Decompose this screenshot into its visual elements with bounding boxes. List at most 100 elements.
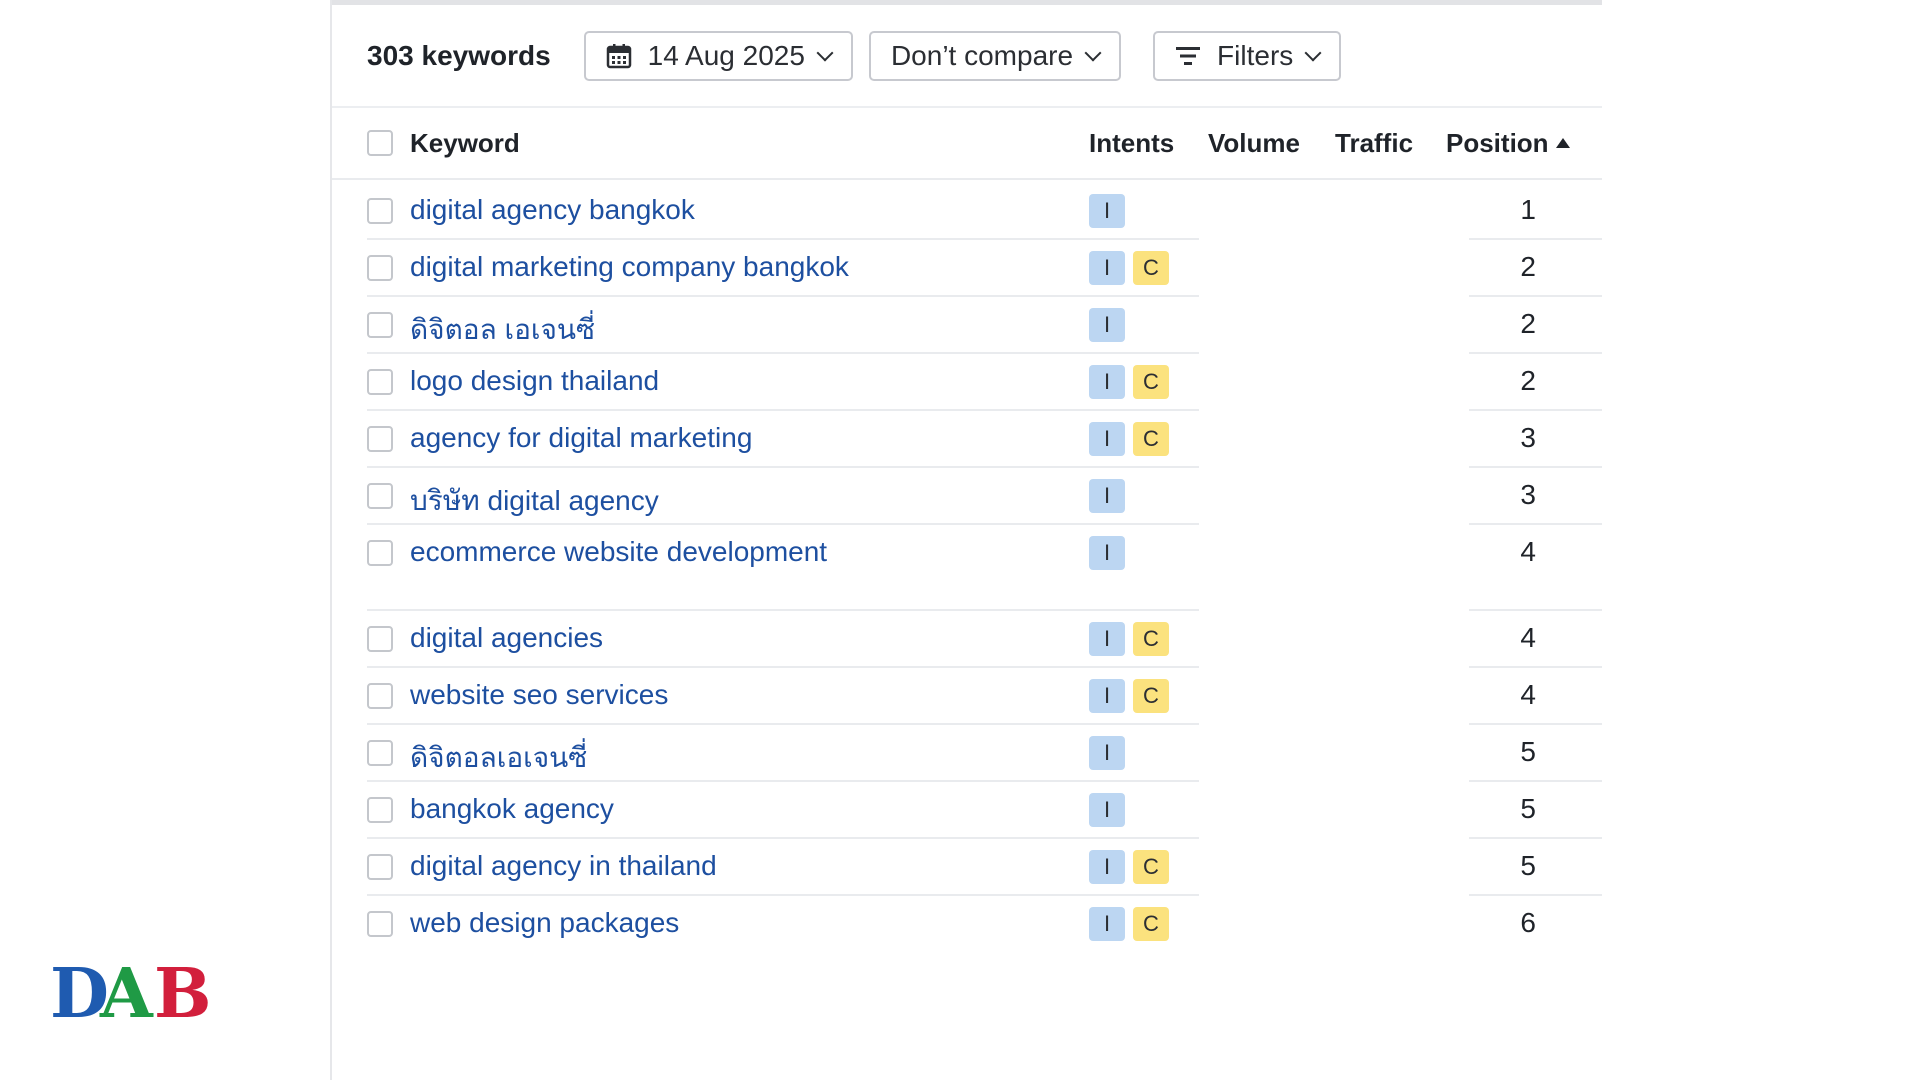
position-value: 4 bbox=[1520, 622, 1536, 653]
row-divider bbox=[367, 666, 1199, 668]
intent-badge-informational: I bbox=[1089, 365, 1125, 399]
row-divider bbox=[1469, 295, 1602, 297]
page-left-border bbox=[330, 0, 332, 1080]
chevron-down-icon bbox=[1084, 44, 1102, 62]
header-traffic[interactable]: Traffic bbox=[1335, 127, 1414, 158]
date-picker-button[interactable]: 14 Aug 2025 bbox=[583, 31, 853, 81]
compare-dropdown[interactable]: Don’t compare bbox=[868, 31, 1122, 81]
logo-letter-b: B bbox=[154, 955, 211, 1025]
header-position[interactable]: Position bbox=[1446, 108, 1571, 178]
intent-badge-informational: I bbox=[1089, 850, 1125, 884]
intent-badge-informational: I bbox=[1089, 793, 1125, 827]
keywords-panel: 303 keywords 14 Aug 2025 Don’t compare bbox=[50, 5, 1602, 1080]
keyword-link[interactable]: digital agencies bbox=[410, 622, 604, 653]
filters-label: Filters bbox=[1217, 40, 1294, 71]
row-checkbox[interactable] bbox=[367, 540, 393, 566]
panel-top-border bbox=[332, 0, 1602, 5]
keyword-link[interactable]: bangkok agency bbox=[410, 793, 614, 824]
row-checkbox[interactable] bbox=[367, 911, 393, 937]
intent-badge-commercial: C bbox=[1133, 679, 1169, 713]
compare-label: Don’t compare bbox=[890, 40, 1074, 71]
row-divider bbox=[1469, 837, 1602, 839]
keyword-link[interactable]: บริษัท digital agency bbox=[410, 485, 659, 516]
keyword-link[interactable]: digital agency in thailand bbox=[410, 850, 717, 881]
row-divider bbox=[367, 409, 1199, 411]
position-value: 2 bbox=[1520, 251, 1536, 282]
row-checkbox[interactable] bbox=[367, 426, 393, 452]
filters-button[interactable]: Filters bbox=[1153, 31, 1342, 81]
row-checkbox[interactable] bbox=[367, 854, 393, 880]
row-divider bbox=[367, 523, 1199, 525]
intent-badge-informational: I bbox=[1089, 907, 1125, 941]
logo-letter-d: D bbox=[50, 955, 109, 1025]
header-volume[interactable]: Volume bbox=[1208, 127, 1300, 158]
filter-icon bbox=[1176, 47, 1201, 65]
toolbar-divider bbox=[332, 106, 1602, 108]
row-checkbox[interactable] bbox=[367, 483, 393, 509]
keyword-link[interactable]: website seo services bbox=[410, 679, 669, 710]
row-divider bbox=[367, 894, 1199, 896]
calendar-icon bbox=[606, 44, 631, 69]
row-divider bbox=[367, 609, 1199, 611]
dab-logo: D A B bbox=[50, 955, 211, 1025]
header-divider bbox=[332, 178, 1602, 180]
intent-badge-informational: I bbox=[1089, 479, 1125, 513]
position-value: 3 bbox=[1520, 479, 1536, 510]
row-divider bbox=[1469, 466, 1602, 468]
keyword-link[interactable]: ดิจิตอล เอเจนซี่ bbox=[410, 314, 596, 345]
keyword-link[interactable]: digital agency bangkok bbox=[410, 194, 695, 225]
position-value: 1 bbox=[1520, 194, 1536, 225]
intent-badge-commercial: C bbox=[1133, 622, 1169, 656]
intent-badge-informational: I bbox=[1089, 308, 1125, 342]
row-checkbox[interactable] bbox=[367, 797, 393, 823]
row-checkbox[interactable] bbox=[367, 255, 393, 281]
intent-badge-commercial: C bbox=[1133, 251, 1169, 285]
row-divider bbox=[1469, 238, 1602, 240]
keyword-count: 303 keywords bbox=[367, 40, 551, 71]
position-value: 4 bbox=[1520, 536, 1536, 567]
keyword-link[interactable]: logo design thailand bbox=[410, 365, 660, 396]
row-checkbox[interactable] bbox=[367, 369, 393, 395]
header-keyword[interactable]: Keyword bbox=[410, 127, 520, 158]
row-divider bbox=[367, 837, 1199, 839]
intent-badge-commercial: C bbox=[1133, 907, 1169, 941]
intent-badge-informational: I bbox=[1089, 536, 1125, 570]
row-checkbox[interactable] bbox=[367, 198, 393, 224]
position-value: 5 bbox=[1520, 793, 1536, 824]
keyword-link[interactable]: ecommerce website development bbox=[410, 536, 828, 567]
keyword-link[interactable]: agency for digital marketing bbox=[410, 422, 753, 453]
table-header: Keyword Intents Volume Traffic Position bbox=[332, 108, 1602, 178]
row-divider bbox=[1469, 609, 1602, 611]
header-intents[interactable]: Intents bbox=[1089, 127, 1175, 158]
keyword-link[interactable]: digital marketing company bangkok bbox=[410, 251, 849, 282]
row-divider bbox=[1469, 409, 1602, 411]
keyword-link[interactable]: ดิจิตอลเอเจนซี่ bbox=[410, 742, 588, 773]
row-divider bbox=[367, 780, 1199, 782]
sort-ascending-icon bbox=[1555, 138, 1570, 148]
row-checkbox[interactable] bbox=[367, 312, 393, 338]
row-divider bbox=[1469, 723, 1602, 725]
keyword-link[interactable]: web design packages bbox=[410, 907, 680, 938]
select-all-checkbox[interactable] bbox=[367, 130, 393, 156]
intent-badge-commercial: C bbox=[1133, 365, 1169, 399]
row-divider bbox=[1469, 352, 1602, 354]
intent-badge-informational: I bbox=[1089, 736, 1125, 770]
position-value: 5 bbox=[1520, 736, 1536, 767]
row-checkbox[interactable] bbox=[367, 626, 393, 652]
row-divider bbox=[367, 723, 1199, 725]
position-value: 3 bbox=[1520, 422, 1536, 453]
row-divider bbox=[367, 466, 1199, 468]
row-checkbox[interactable] bbox=[367, 683, 393, 709]
row-divider bbox=[367, 352, 1199, 354]
row-divider bbox=[367, 238, 1199, 240]
intent-badge-commercial: C bbox=[1133, 422, 1169, 456]
row-divider bbox=[1469, 894, 1602, 896]
chevron-down-icon bbox=[816, 44, 834, 62]
position-value: 2 bbox=[1520, 308, 1536, 339]
toolbar: 303 keywords 14 Aug 2025 Don’t compare bbox=[367, 30, 1357, 82]
intent-badge-commercial: C bbox=[1133, 850, 1169, 884]
logo-letter-a: A bbox=[99, 955, 154, 1025]
row-checkbox[interactable] bbox=[367, 740, 393, 766]
position-value: 2 bbox=[1520, 365, 1536, 396]
intent-badge-informational: I bbox=[1089, 679, 1125, 713]
